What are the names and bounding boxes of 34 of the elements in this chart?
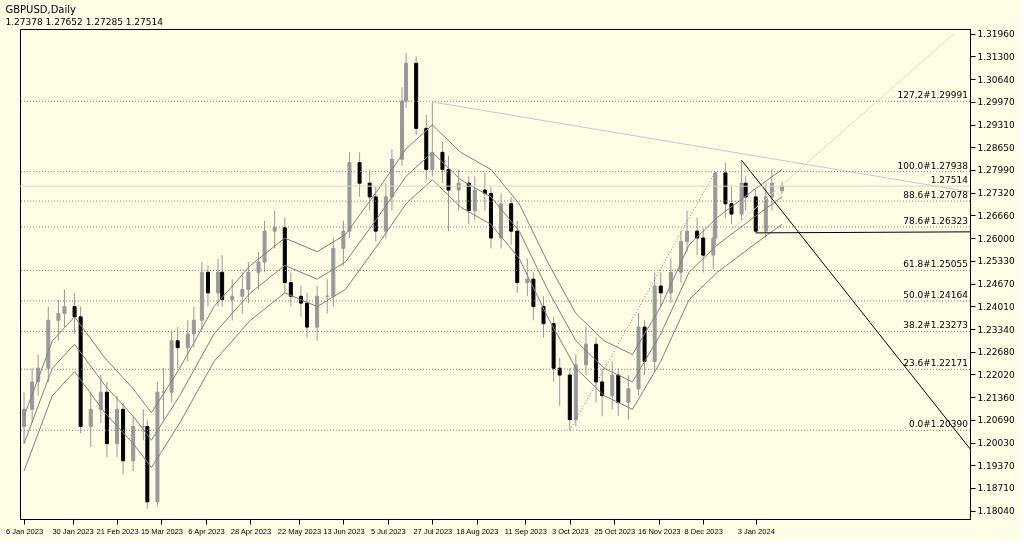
y-tick-label: 1.20030: [977, 438, 1015, 449]
y-tick-label: 1.18040: [977, 506, 1015, 517]
ref-line-label: 127,2#1.29991: [897, 90, 968, 101]
ref-line-label: 78.6#1.26323: [903, 215, 968, 226]
y-tick-label: 1.27990: [977, 165, 1015, 176]
ref-line-label: 23.6#1.22171: [903, 358, 968, 369]
chart-subtitle: 1.27378 1.27652 1.27285 1.27514: [5, 17, 164, 27]
y-tick-label: 1.26660: [977, 210, 1015, 221]
ref-line-label: 38.2#1.23273: [903, 320, 968, 331]
ref-line-label: 88.6#1.27078: [903, 190, 969, 201]
y-tick-label: 1.29970: [977, 97, 1015, 108]
y-tick-label: 1.18710: [977, 483, 1015, 494]
ref-line-label: 50.0#1.24164: [903, 289, 969, 300]
y-tick-label: 1.27320: [977, 188, 1015, 199]
y-tick-label: 1.24010: [977, 301, 1015, 312]
y-tick-label: 1.31960: [977, 29, 1015, 40]
y-tick-label: 1.20690: [977, 415, 1015, 426]
y-tick-label: 1.28650: [977, 142, 1015, 153]
y-tick-label: 1.24670: [977, 279, 1015, 290]
ref-line-label: 100.0#1.27938: [897, 160, 969, 171]
ref-line-label: 61.8#1.25055: [903, 259, 968, 270]
ref-line-label: 1.27514: [930, 175, 969, 186]
y-tick-label: 1.22680: [977, 347, 1015, 358]
y-tick-label: 1.19370: [977, 460, 1015, 471]
y-tick-label: 1.26000: [977, 233, 1015, 244]
y-tick-label: 1.22020: [977, 369, 1015, 380]
y-tick-label: 1.31300: [977, 51, 1015, 62]
y-tick-label: 1.25330: [977, 256, 1015, 267]
y-tick-label: 1.21360: [977, 392, 1015, 403]
y-tick-label: 1.29310: [977, 120, 1015, 131]
y-tick-label: 1.30640: [977, 74, 1015, 85]
y-tick-label: 1.23340: [977, 324, 1015, 335]
chart-title: GBPUSD,Daily: [5, 4, 77, 15]
ref-line-label: 0.0#1.20390: [908, 419, 969, 430]
